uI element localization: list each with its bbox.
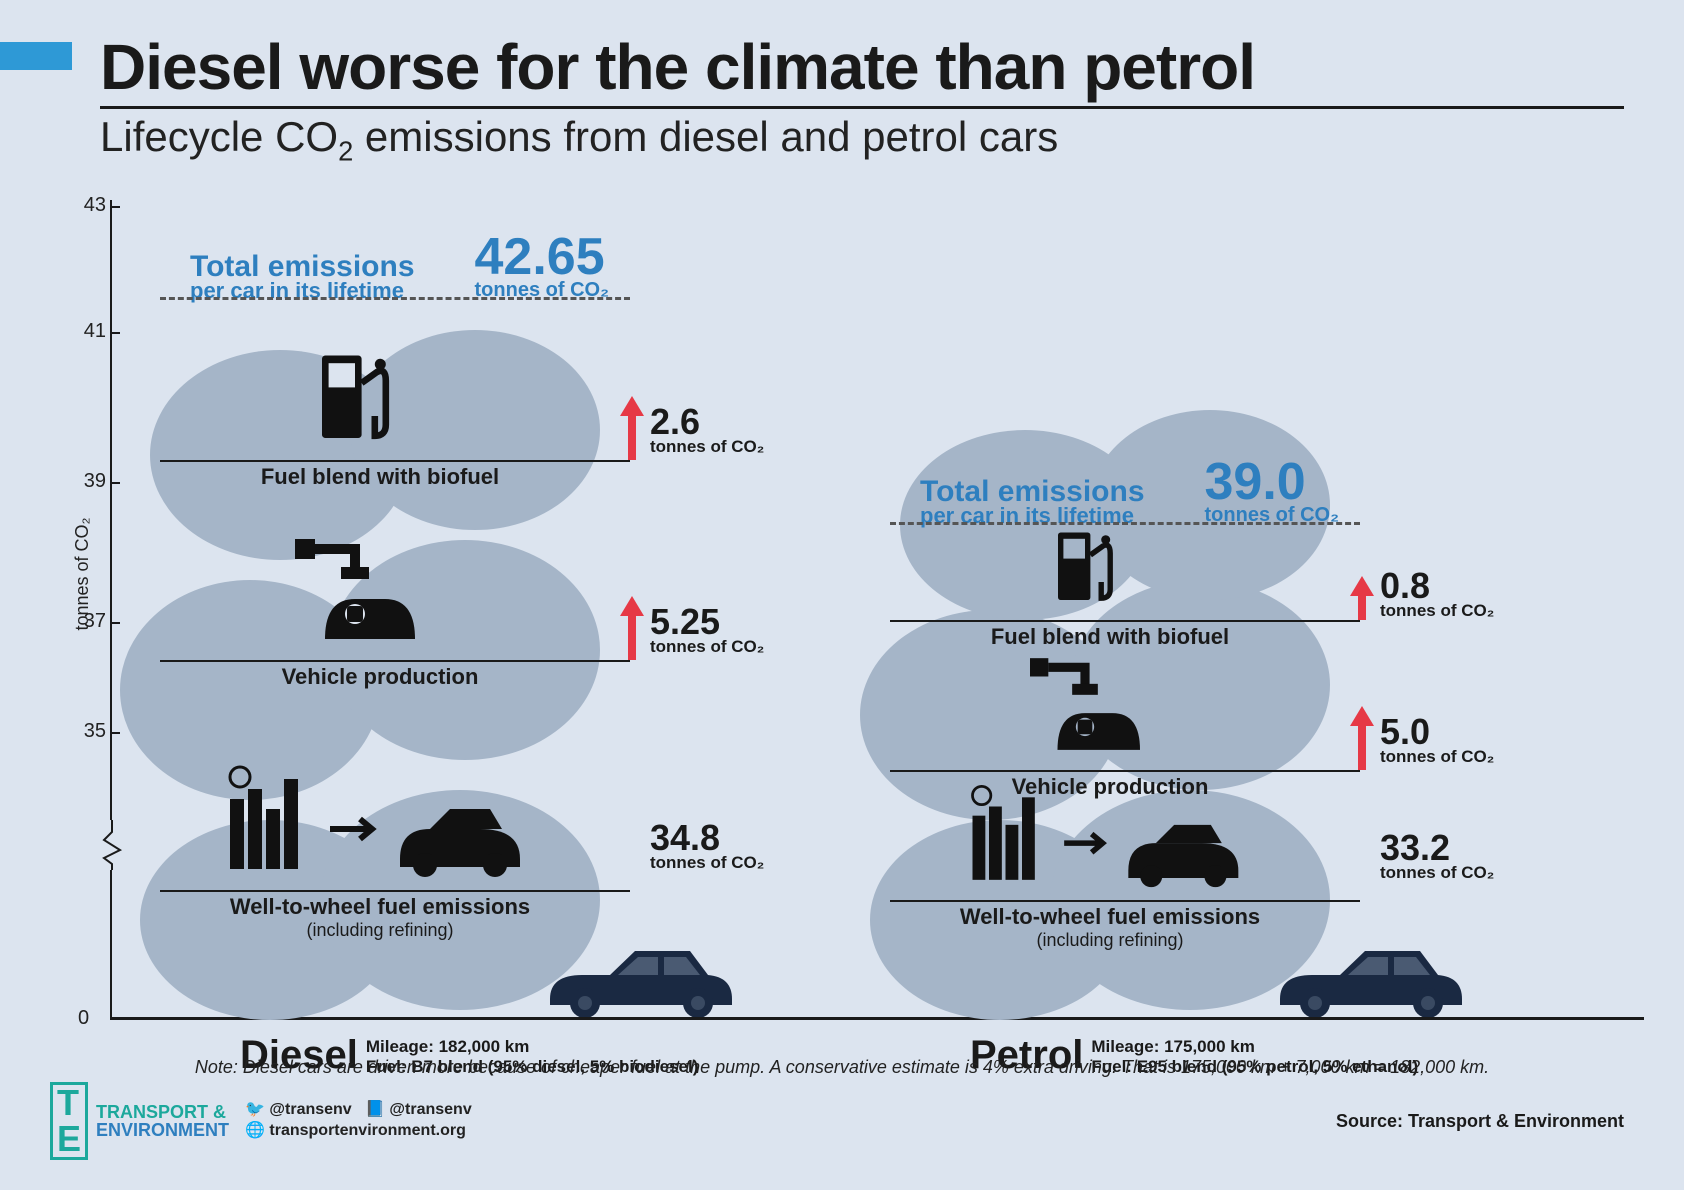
y-tick-35: 35 <box>66 720 106 743</box>
y-tick-37: 37 <box>66 610 106 633</box>
diesel-dash <box>160 297 630 300</box>
axis-break <box>98 820 126 870</box>
diesel-car-icon <box>540 937 740 1022</box>
y-tick-0: 0 <box>78 1007 89 1030</box>
page-subtitle: Lifecycle CO2 emissions from diesel and … <box>100 113 1624 167</box>
y-tick-43: 43 <box>66 194 106 217</box>
arrow-up-icon <box>620 396 644 460</box>
fuel-pump-icon <box>1010 519 1160 614</box>
arrow-up-icon <box>620 596 644 660</box>
petrol-total: Total emissions per car in its lifetime … <box>920 460 1600 527</box>
robot-arm-icon <box>1010 649 1160 764</box>
logo-mark: TE <box>50 1082 88 1160</box>
social-links: 🐦 @transenv 📘 @transenv 🌐 transportenvir… <box>245 1100 472 1142</box>
petrol-total-value: 39.0 <box>1205 460 1339 504</box>
page-title: Diesel worse for the climate than petrol <box>100 30 1624 109</box>
source-label: Source: Transport & Environment <box>1336 1111 1624 1132</box>
arrow-up-icon <box>1350 576 1374 620</box>
robot-arm-icon <box>280 529 430 654</box>
fuel-pump-icon <box>280 339 430 454</box>
diesel-total: Total emissions per car in its lifetime … <box>190 235 870 302</box>
y-axis <box>110 200 112 1020</box>
refinery-car-icon <box>200 759 560 884</box>
accent-bar <box>0 42 72 70</box>
facebook-icon: 📘 <box>365 1101 385 1118</box>
globe-icon: 🌐 <box>245 1122 265 1139</box>
petrol-car-icon <box>1270 937 1470 1022</box>
y-tick-41: 41 <box>66 320 106 343</box>
logo: TE TRANSPORT & ENVIRONMENT <box>50 1082 229 1160</box>
footer: TE TRANSPORT & ENVIRONMENT 🐦 @transenv 📘… <box>50 1082 1624 1160</box>
refinery-car-icon <box>930 779 1290 894</box>
diesel-total-value: 42.65 <box>475 235 609 279</box>
y-tick-39: 39 <box>66 470 106 493</box>
header: Diesel worse for the climate than petrol… <box>100 30 1624 167</box>
footnote: Note: Diesel cars are driven more becaus… <box>0 1057 1684 1078</box>
chart-area: tonnes of CO₂ 43 41 39 37 35 0 Total emi… <box>60 190 1644 1050</box>
twitter-icon: 🐦 <box>245 1101 265 1118</box>
arrow-up-icon <box>1350 706 1374 770</box>
